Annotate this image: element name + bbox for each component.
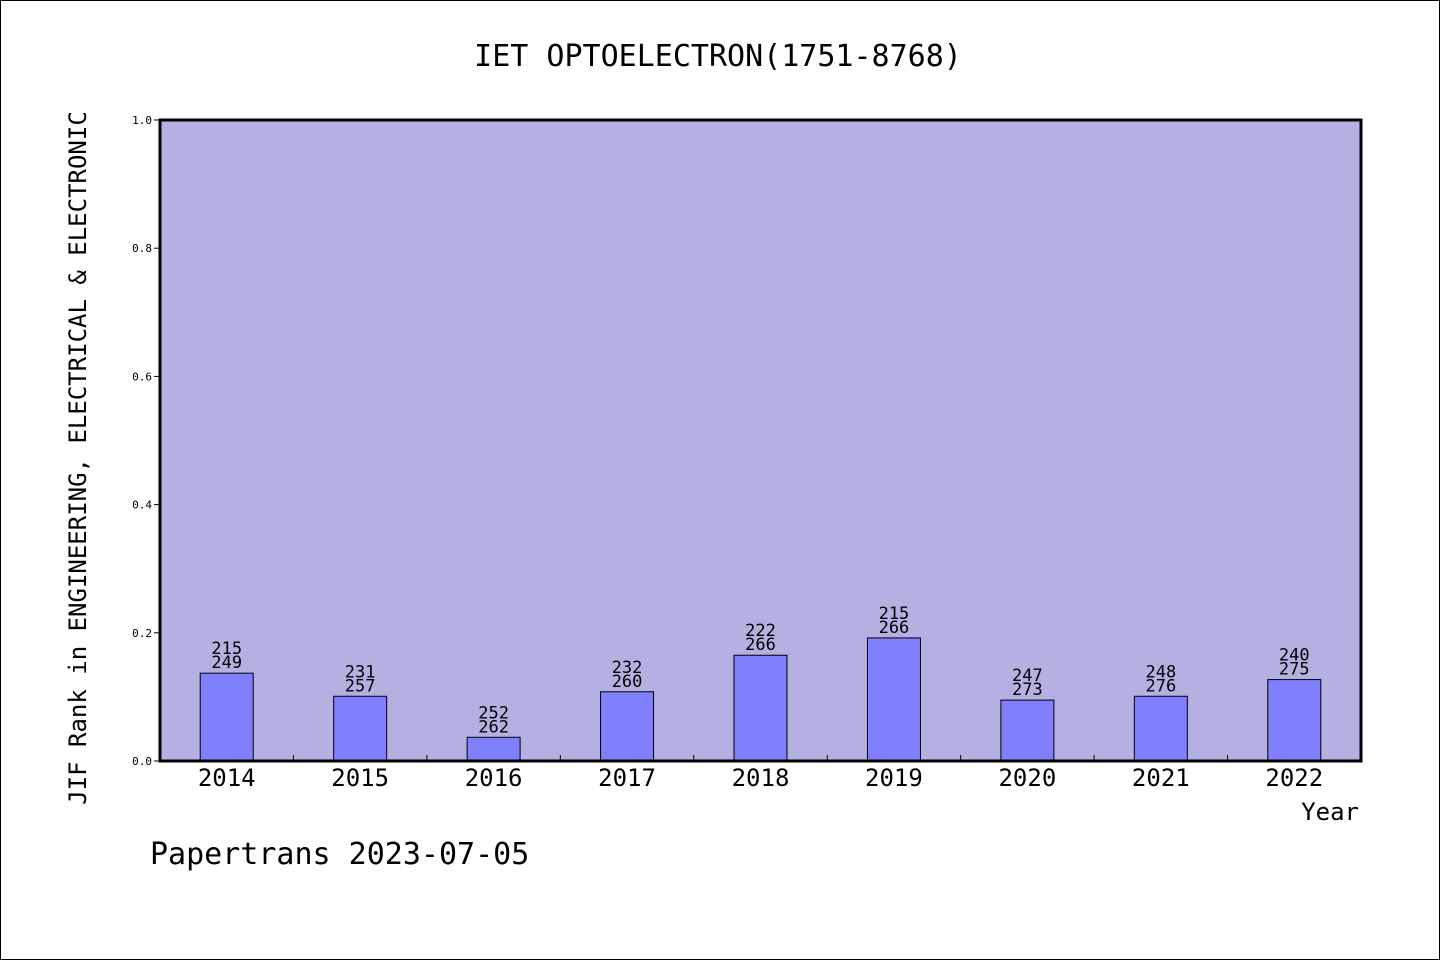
y-tick-label: 0.0: [132, 755, 152, 768]
bar-rank-label: 252: [478, 703, 509, 723]
x-tick-label: 2016: [465, 764, 523, 792]
bar-2014: [199, 672, 254, 762]
x-tick-label: 2017: [598, 764, 656, 792]
y-tick-label: 0.8: [132, 242, 152, 255]
bar-total-label: 275: [1279, 660, 1310, 680]
bar-rank-label: 215: [879, 604, 910, 624]
bar-2016: [466, 736, 521, 762]
bar-total-label: 249: [211, 653, 242, 673]
y-tick-label: 0.4: [132, 499, 152, 512]
x-tick-label: 2018: [732, 764, 790, 792]
bar-total-label: 276: [1145, 676, 1176, 696]
bar-rank-label: 240: [1279, 646, 1310, 666]
x-tick-label: 2022: [1265, 764, 1323, 792]
x-axis-label: Year: [1301, 798, 1359, 826]
bar-rank-label: 231: [345, 662, 376, 682]
bar-2020: [1000, 699, 1055, 762]
bar-2017: [600, 691, 655, 762]
plot-border: [158, 118, 1363, 763]
x-tick-label: 2015: [331, 764, 389, 792]
x-tick-label: 2014: [198, 764, 256, 792]
x-tick-label: 2019: [865, 764, 923, 792]
bar-rank-label: 247: [1012, 666, 1043, 686]
y-axis-label: JIF Rank in ENGINEERING, ELECTRICAL & EL…: [64, 111, 92, 805]
bar-total-label: 260: [612, 672, 643, 692]
y-axis: 0.0 0.2 0.4 0.6 0.8 1.0: [132, 114, 160, 768]
bar-rank-label: 232: [612, 658, 643, 678]
x-tick-label: 2021: [1132, 764, 1190, 792]
bar-total-label: 273: [1012, 680, 1043, 700]
bar-total-label: 266: [879, 618, 910, 638]
y-tick-label: 1.0: [132, 114, 152, 127]
bar-rank-label: 215: [211, 639, 242, 659]
bar-rank-label: 222: [745, 621, 776, 641]
y-tick-label: 0.2: [132, 627, 152, 640]
bar-2022: [1267, 679, 1322, 762]
bar-total-label: 262: [478, 717, 509, 737]
chart-title: IET OPTOELECTRON(1751-8768): [474, 39, 962, 74]
x-tick-label: 2020: [998, 764, 1056, 792]
footer-text: Papertrans 2023-07-05: [150, 837, 529, 872]
bar-2019: [866, 637, 921, 762]
bar-total-label: 266: [745, 635, 776, 655]
bar-total-label: 257: [345, 676, 376, 696]
bar-2015: [333, 695, 388, 762]
bar-rank-label: 248: [1145, 662, 1176, 682]
x-axis: 2014 2015 2016 2017 2018 2019 2020 2021 2022: [198, 755, 1323, 792]
y-tick-label: 0.6: [132, 370, 152, 383]
bar-2018: [733, 654, 788, 762]
plot-area: [160, 120, 1361, 761]
bar-2021: [1133, 695, 1188, 762]
